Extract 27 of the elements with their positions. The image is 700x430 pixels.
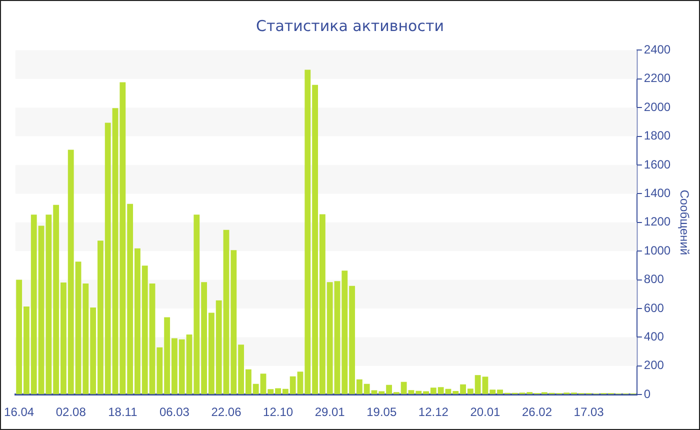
x-tick-label: 22.06 <box>211 405 242 420</box>
y-axis-title: Сообщений <box>677 190 692 256</box>
y-tick-label: 1600 <box>644 157 671 172</box>
x-tick-label: 16.04 <box>4 405 34 420</box>
chart-title: Статистика активности <box>255 17 445 35</box>
x-tick-label: 19.05 <box>366 405 397 420</box>
y-tick-label: 1400 <box>644 186 671 200</box>
x-tick-label: 20.01 <box>470 405 501 420</box>
x-tick-label: 18.11 <box>108 405 138 420</box>
y-tick-label: 800 <box>644 272 664 286</box>
y-tick-label: 600 <box>644 300 664 315</box>
y-tick-label: 2200 <box>644 71 671 86</box>
y-tick-label: 200 <box>644 358 664 372</box>
y-tick-label: 1000 <box>644 243 671 258</box>
y-tick-label: 400 <box>644 330 664 344</box>
y-tick-label: 2400 <box>644 42 671 57</box>
x-tick-label: 12.12 <box>418 405 449 420</box>
y-tick-label: 2000 <box>644 100 671 114</box>
x-tick-label: 12.10 <box>263 405 294 420</box>
x-tick-label: 17.03 <box>574 405 604 420</box>
x-tick-label: 29.01 <box>314 405 346 420</box>
x-tick-label: 02.08 <box>56 405 86 420</box>
x-tick-label: 26.02 <box>522 405 552 420</box>
y-tick-label: 1800 <box>644 128 671 143</box>
y-tick-label: 1200 <box>644 214 671 229</box>
x-tick-label: 06.03 <box>159 405 190 420</box>
y-tick-label: 0 <box>644 386 651 401</box>
